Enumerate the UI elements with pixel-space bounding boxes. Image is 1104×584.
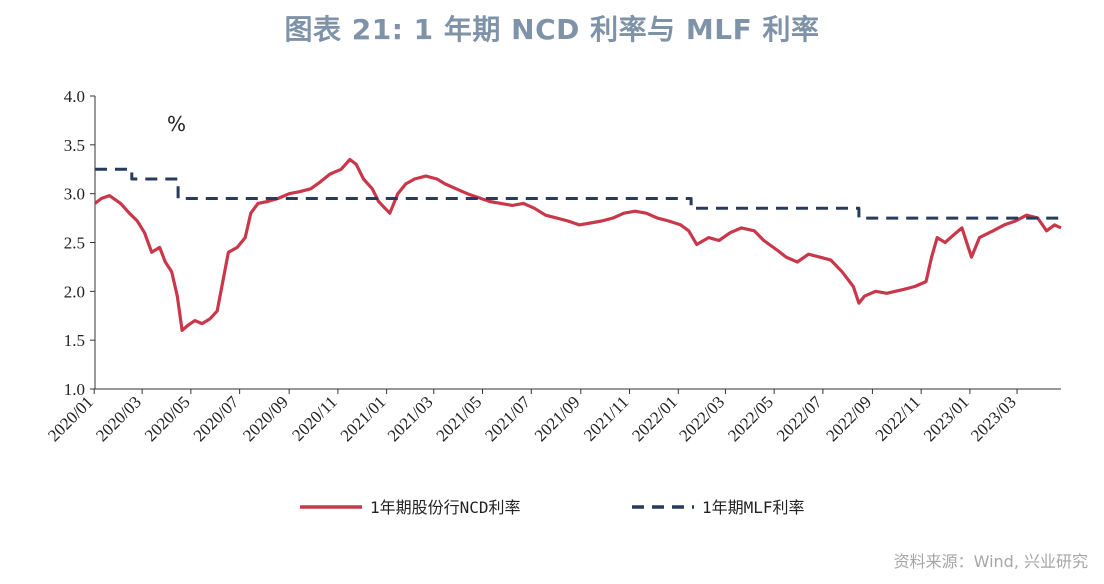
x-tick-label: 2021/03 (384, 392, 437, 445)
x-tick-label: 2021/09 (531, 392, 584, 445)
x-tick-label: 2021/07 (481, 392, 534, 445)
x-tick-label: 2022/01 (628, 392, 681, 445)
y-tick-label: 3.5 (64, 136, 85, 155)
x-tick-label: 2021/11 (580, 392, 632, 444)
legend-label: 1年期MLF利率 (702, 498, 805, 517)
x-axis-ticks: 2020/012020/032020/052020/072020/092020/… (44, 389, 1020, 445)
y-tick-label: 1.5 (64, 331, 85, 350)
x-tick-label: 2022/07 (773, 392, 826, 445)
x-tick-label: 2021/01 (337, 392, 390, 445)
x-tick-label: 2022/03 (675, 392, 728, 445)
x-tick-label: 2021/05 (433, 392, 486, 445)
y-tick-label: 4.0 (64, 87, 85, 106)
x-tick-label: 2020/03 (92, 392, 145, 445)
y-unit-label: % (167, 112, 186, 136)
y-tick-label: 3.0 (64, 185, 85, 204)
chart-legend: 1年期股份行NCD利率 1年期MLF利率 (300, 498, 805, 517)
x-tick-label: 2020/05 (141, 392, 194, 445)
mlf-series-line (95, 167, 1061, 220)
y-axis-ticks: 1.0 1.5 2.0 2.5 3.0 3.5 4.0 (64, 87, 95, 399)
x-tick-label: 2022/05 (724, 392, 777, 445)
y-tick-label: 2.0 (64, 282, 85, 301)
x-tick-label: 2023/01 (920, 392, 973, 445)
ncd-series-line (94, 157, 1062, 332)
x-tick-label: 2022/09 (822, 392, 875, 445)
y-tick-label: 2.5 (64, 234, 85, 253)
x-tick-label: 2020/07 (190, 392, 243, 445)
y-tick-label: 1.0 (64, 380, 85, 399)
x-tick-label: 2023/03 (967, 392, 1020, 445)
chart-title: 图表 21: 1 年期 NCD 利率与 MLF 利率 (284, 13, 820, 46)
x-tick-label: 2020/11 (288, 392, 340, 444)
x-tick-label: 2020/01 (44, 392, 97, 445)
legend-label: 1年期股份行NCD利率 (370, 498, 521, 517)
source-note: 资料来源：Wind, 兴业研究 (893, 552, 1088, 571)
x-tick-label: 2020/09 (239, 392, 292, 445)
chart-series (94, 157, 1062, 332)
x-tick-label: 2022/11 (872, 392, 924, 444)
